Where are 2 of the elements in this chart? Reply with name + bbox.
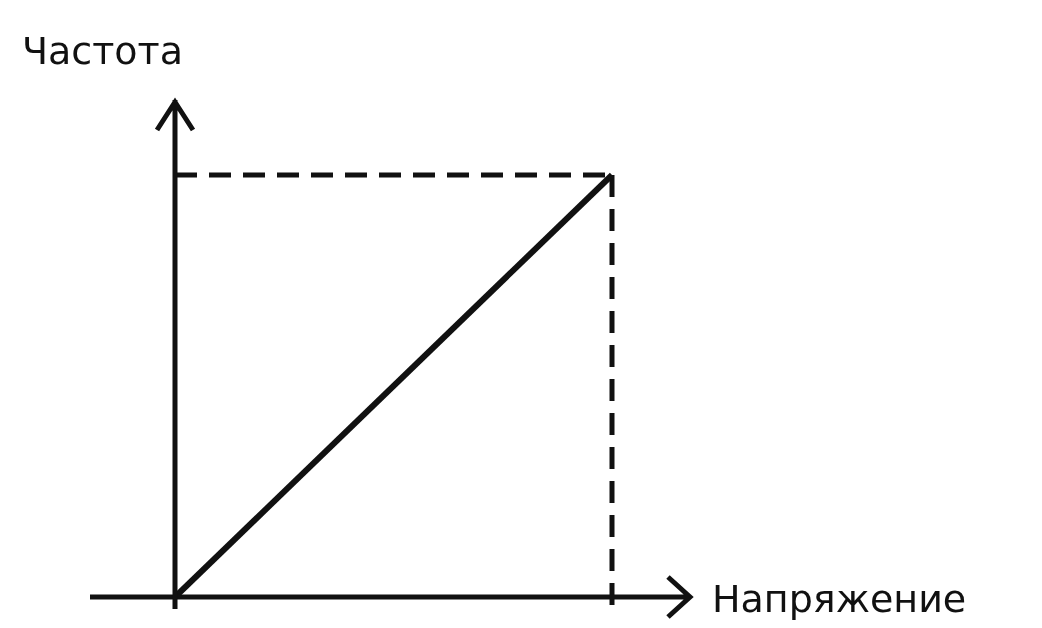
y-axis-title: Частота: [22, 29, 184, 73]
x-axis-title: Напряжение: [712, 577, 967, 621]
